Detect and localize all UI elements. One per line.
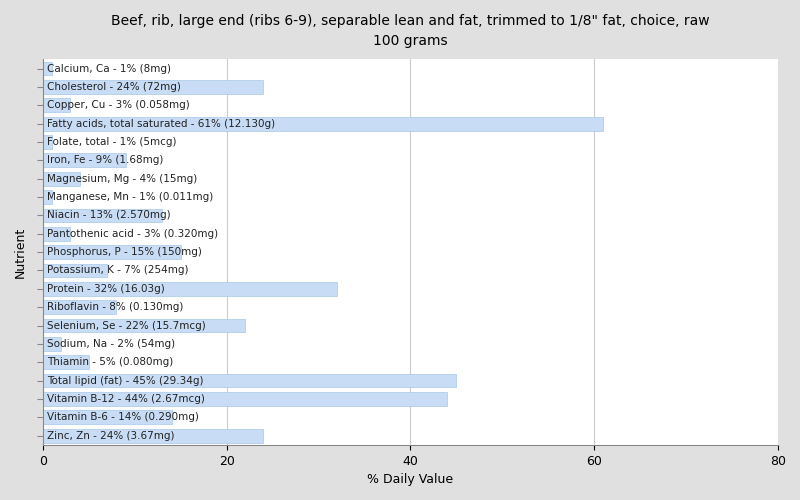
Bar [43, 227, 70, 240]
Bar [43, 300, 116, 314]
Text: Total lipid (fat) - 45% (29.34g): Total lipid (fat) - 45% (29.34g) [47, 376, 204, 386]
Bar [43, 392, 447, 406]
Text: Zinc, Zn - 24% (3.67mg): Zinc, Zn - 24% (3.67mg) [47, 430, 175, 440]
Text: Selenium, Se - 22% (15.7mcg): Selenium, Se - 22% (15.7mcg) [47, 320, 206, 330]
Bar [43, 337, 62, 351]
Text: Cholesterol - 24% (72mg): Cholesterol - 24% (72mg) [47, 82, 182, 92]
Bar [43, 154, 126, 167]
Text: Pantothenic acid - 3% (0.320mg): Pantothenic acid - 3% (0.320mg) [47, 229, 218, 239]
Bar [43, 410, 171, 424]
Text: Manganese, Mn - 1% (0.011mg): Manganese, Mn - 1% (0.011mg) [47, 192, 214, 202]
Text: Folate, total - 1% (5mcg): Folate, total - 1% (5mcg) [47, 137, 177, 147]
Text: Potassium, K - 7% (254mg): Potassium, K - 7% (254mg) [47, 266, 189, 276]
Bar [43, 135, 52, 149]
Text: Thiamin - 5% (0.080mg): Thiamin - 5% (0.080mg) [47, 357, 174, 367]
Bar [43, 374, 457, 388]
Text: Calcium, Ca - 1% (8mg): Calcium, Ca - 1% (8mg) [47, 64, 171, 74]
Text: Niacin - 13% (2.570mg): Niacin - 13% (2.570mg) [47, 210, 171, 220]
Bar [43, 264, 107, 278]
Bar [43, 190, 52, 204]
Y-axis label: Nutrient: Nutrient [14, 226, 27, 278]
Bar [43, 318, 245, 332]
Bar [43, 80, 263, 94]
X-axis label: % Daily Value: % Daily Value [367, 473, 454, 486]
Bar [43, 208, 162, 222]
Text: Copper, Cu - 3% (0.058mg): Copper, Cu - 3% (0.058mg) [47, 100, 190, 110]
Bar [43, 62, 52, 76]
Text: Riboflavin - 8% (0.130mg): Riboflavin - 8% (0.130mg) [47, 302, 184, 312]
Bar [43, 98, 70, 112]
Bar [43, 172, 80, 186]
Text: Phosphorus, P - 15% (150mg): Phosphorus, P - 15% (150mg) [47, 247, 202, 257]
Bar [43, 116, 603, 130]
Text: Magnesium, Mg - 4% (15mg): Magnesium, Mg - 4% (15mg) [47, 174, 198, 184]
Bar [43, 245, 181, 259]
Text: Vitamin B-12 - 44% (2.67mcg): Vitamin B-12 - 44% (2.67mcg) [47, 394, 206, 404]
Bar [43, 282, 337, 296]
Text: Fatty acids, total saturated - 61% (12.130g): Fatty acids, total saturated - 61% (12.1… [47, 118, 275, 128]
Text: Vitamin B-6 - 14% (0.290mg): Vitamin B-6 - 14% (0.290mg) [47, 412, 199, 422]
Title: Beef, rib, large end (ribs 6-9), separable lean and fat, trimmed to 1/8" fat, ch: Beef, rib, large end (ribs 6-9), separab… [111, 14, 710, 48]
Text: Sodium, Na - 2% (54mg): Sodium, Na - 2% (54mg) [47, 339, 175, 349]
Bar [43, 429, 263, 442]
Text: Protein - 32% (16.03g): Protein - 32% (16.03g) [47, 284, 166, 294]
Text: Iron, Fe - 9% (1.68mg): Iron, Fe - 9% (1.68mg) [47, 156, 164, 166]
Bar [43, 356, 89, 369]
